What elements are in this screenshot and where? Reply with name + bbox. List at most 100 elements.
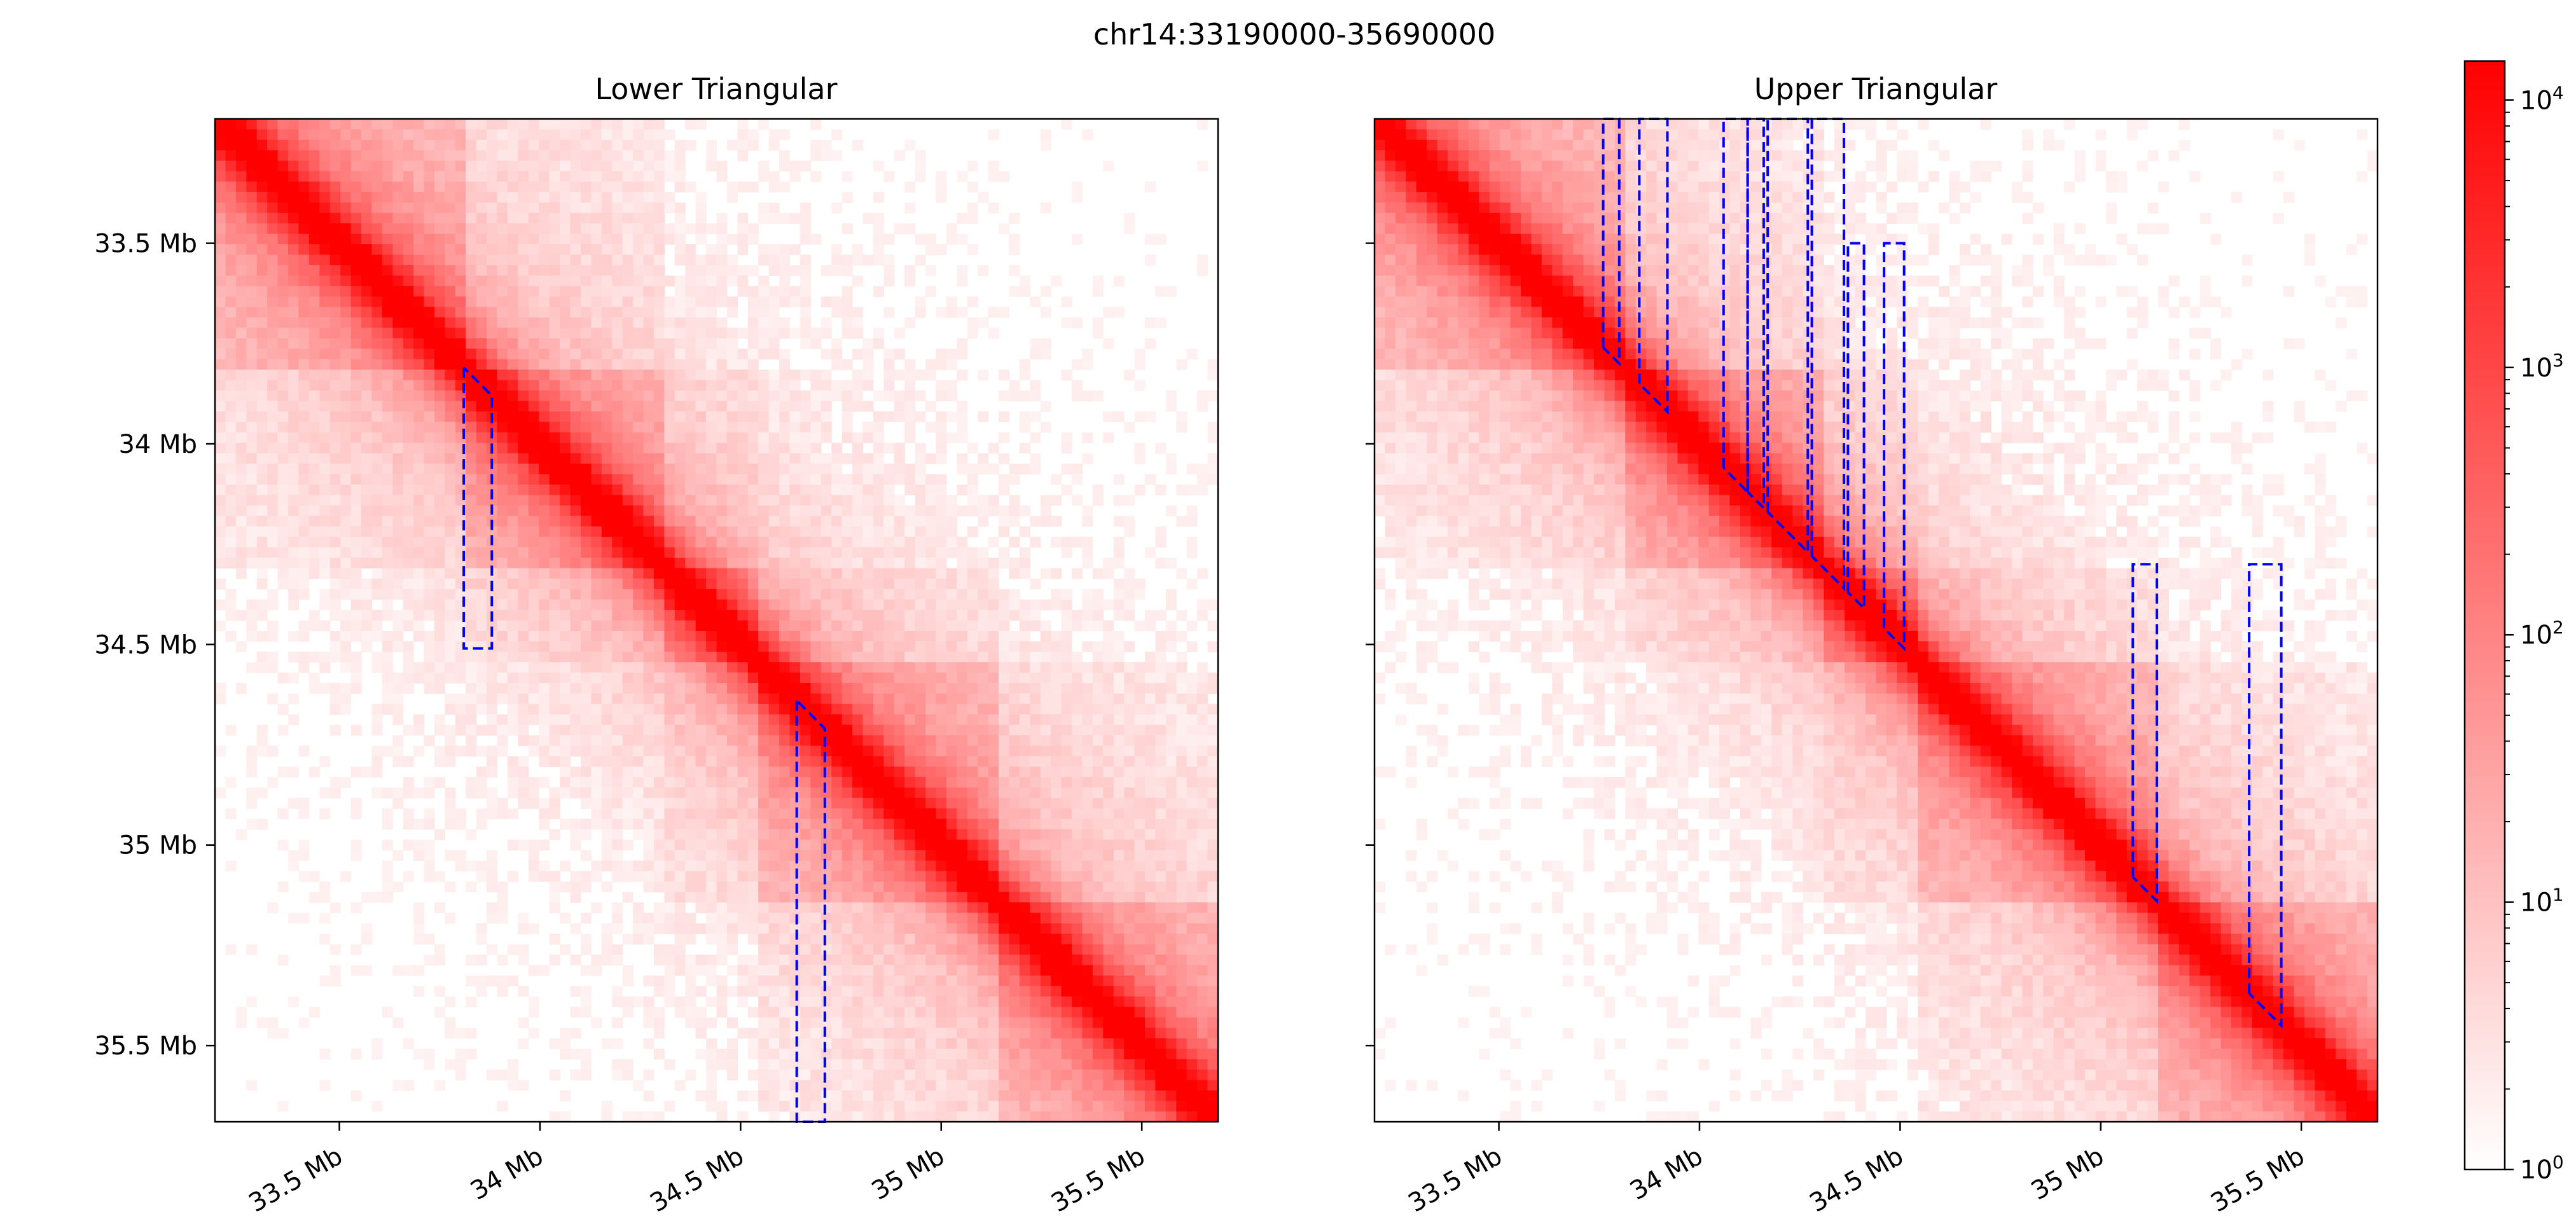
heatmap-cell bbox=[434, 578, 445, 590]
heatmap-cell bbox=[476, 453, 487, 464]
heatmap-cell bbox=[329, 787, 341, 799]
heatmap-cell bbox=[821, 651, 832, 663]
heatmap-cell bbox=[664, 589, 675, 600]
heatmap-cell bbox=[570, 233, 581, 245]
heatmap-cell bbox=[225, 181, 237, 193]
heatmap-cell bbox=[664, 307, 675, 318]
heatmap-cell bbox=[695, 818, 707, 830]
heatmap-cell bbox=[726, 537, 738, 548]
heatmap-cell bbox=[507, 171, 518, 183]
heatmap-cell bbox=[1155, 443, 1167, 454]
heatmap-cell bbox=[466, 724, 477, 736]
heatmap-cell bbox=[507, 495, 518, 506]
heatmap-cell bbox=[915, 160, 926, 172]
heatmap-cell bbox=[1019, 505, 1030, 516]
heatmap-cell bbox=[779, 620, 791, 631]
heatmap-cell bbox=[528, 139, 539, 151]
heatmap-cell bbox=[476, 745, 487, 757]
heatmap-cell bbox=[800, 254, 811, 266]
heatmap-cell bbox=[246, 411, 258, 422]
heatmap-cell bbox=[1134, 443, 1146, 454]
heatmap-cell bbox=[487, 296, 498, 308]
heatmap-cell bbox=[904, 610, 916, 621]
heatmap-cell bbox=[1155, 610, 1167, 621]
heatmap-cell bbox=[716, 651, 728, 663]
heatmap-cell bbox=[831, 484, 843, 495]
heatmap-cell bbox=[726, 797, 738, 809]
heatmap-cell bbox=[873, 338, 884, 349]
heatmap-cell bbox=[810, 776, 822, 788]
heatmap-cell bbox=[256, 160, 268, 172]
heatmap-cell bbox=[298, 338, 310, 349]
heatmap-cell bbox=[936, 568, 947, 579]
heatmap-cell bbox=[580, 411, 592, 422]
heatmap-cell bbox=[999, 453, 1010, 464]
heatmap-cell bbox=[455, 703, 466, 715]
heatmap-cell bbox=[946, 307, 957, 318]
heatmap-cell bbox=[852, 693, 864, 705]
heatmap-cell bbox=[580, 254, 592, 266]
heatmap-cell bbox=[424, 275, 435, 287]
heatmap-cell bbox=[507, 244, 518, 256]
heatmap-cell bbox=[287, 348, 300, 360]
heatmap-cell bbox=[528, 714, 539, 726]
heatmap-cell bbox=[685, 839, 696, 851]
heatmap-cell bbox=[643, 422, 654, 433]
heatmap-cell bbox=[277, 484, 289, 495]
heatmap-cell bbox=[403, 787, 414, 799]
heatmap-cell bbox=[685, 526, 696, 537]
heatmap-cell bbox=[549, 160, 560, 172]
heatmap-cell bbox=[601, 369, 613, 381]
heatmap-cell bbox=[277, 317, 289, 329]
heatmap-cell bbox=[612, 495, 623, 506]
heatmap-cell bbox=[1176, 745, 1188, 757]
heatmap-cell bbox=[445, 641, 456, 652]
heatmap-cell bbox=[894, 401, 905, 412]
heatmap-cell bbox=[455, 724, 466, 736]
heatmap-cell bbox=[361, 422, 373, 433]
heatmap-cell bbox=[371, 129, 383, 141]
heatmap-cell bbox=[695, 432, 707, 443]
heatmap-cell bbox=[1103, 714, 1114, 726]
heatmap-cell bbox=[695, 401, 707, 412]
heatmap-cell bbox=[633, 599, 644, 610]
heatmap-cell bbox=[831, 495, 843, 506]
heatmap-cell bbox=[978, 516, 989, 527]
heatmap-cell bbox=[1030, 411, 1041, 422]
heatmap-cell bbox=[831, 756, 843, 768]
heatmap-cell bbox=[1176, 672, 1188, 684]
heatmap-cell bbox=[1030, 464, 1041, 475]
heatmap-cell bbox=[487, 160, 498, 172]
heatmap-cell bbox=[518, 244, 529, 256]
heatmap-cell bbox=[862, 787, 874, 799]
heatmap-cell bbox=[862, 474, 874, 485]
heatmap-cell bbox=[1124, 610, 1135, 621]
heatmap-cell bbox=[518, 160, 529, 172]
heatmap-cell bbox=[841, 328, 853, 339]
heatmap-cell bbox=[466, 651, 477, 663]
heatmap-cell bbox=[298, 359, 310, 370]
heatmap-cell bbox=[298, 526, 310, 537]
heatmap-cell bbox=[1009, 672, 1020, 684]
heatmap-cell bbox=[591, 171, 602, 183]
heatmap-cell bbox=[894, 369, 905, 381]
heatmap-cell bbox=[810, 233, 822, 245]
heatmap-cell bbox=[445, 443, 456, 454]
heatmap-cell bbox=[1040, 818, 1051, 830]
heatmap-cell bbox=[497, 537, 508, 548]
heatmap-cell bbox=[1134, 589, 1146, 600]
heatmap-cell bbox=[371, 212, 383, 224]
heatmap-cell bbox=[695, 589, 707, 600]
heatmap-cell bbox=[695, 191, 707, 204]
heatmap-cell bbox=[267, 359, 279, 370]
heatmap-cell bbox=[862, 537, 874, 548]
heatmap-cell bbox=[633, 139, 644, 151]
heatmap-cell bbox=[476, 119, 487, 130]
heatmap-cell bbox=[695, 599, 707, 610]
heatmap-cell bbox=[925, 756, 937, 768]
heatmap-cell bbox=[800, 578, 811, 590]
heatmap-cell bbox=[329, 181, 341, 193]
heatmap-cell bbox=[758, 275, 770, 287]
heatmap-cell bbox=[267, 296, 279, 308]
heatmap-cell bbox=[528, 641, 539, 652]
